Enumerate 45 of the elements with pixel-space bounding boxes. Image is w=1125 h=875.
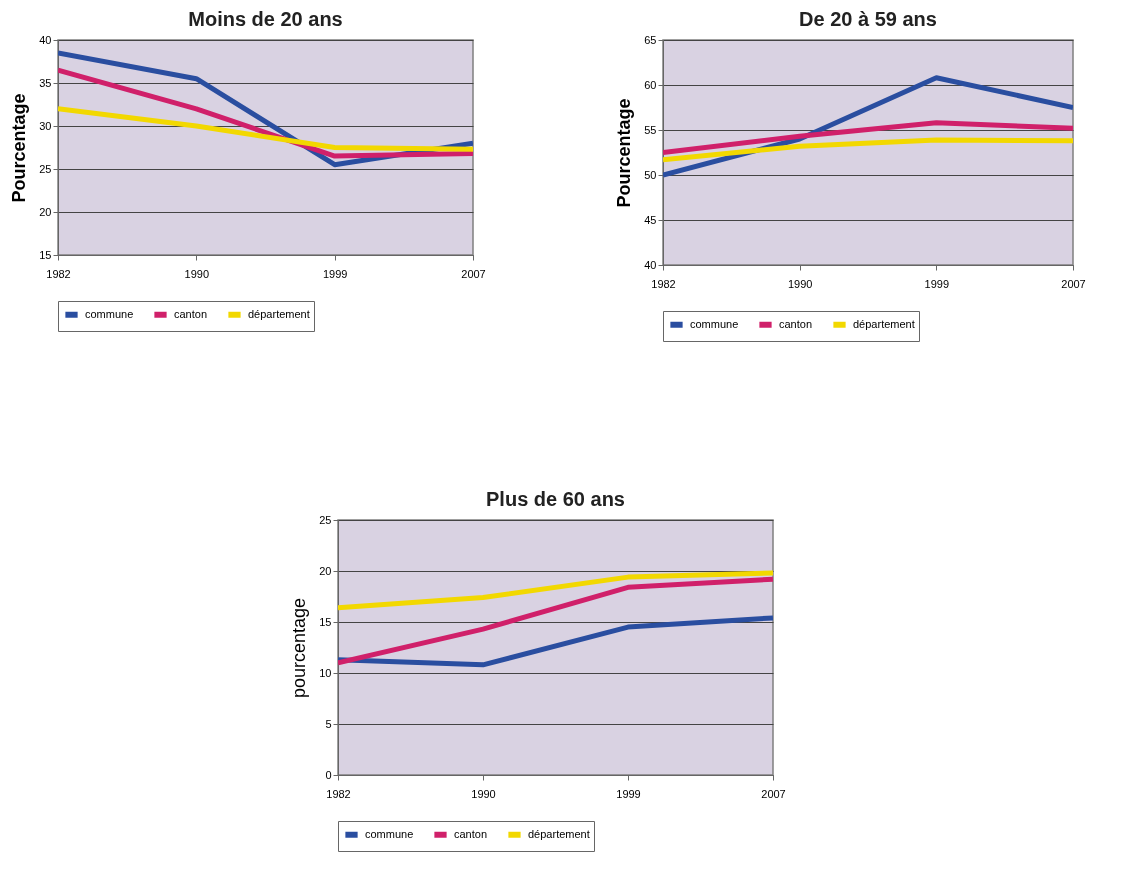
y-tick-label: 15 <box>39 248 52 261</box>
legend-label: département <box>528 827 590 840</box>
legend-label: département <box>853 317 915 330</box>
y-tick-label: 40 <box>644 258 657 271</box>
x-tick-label: 2007 <box>1061 277 1086 290</box>
x-tick-label: 2007 <box>761 787 786 800</box>
y-tick-label: 0 <box>325 768 332 781</box>
chart-title: Plus de 60 ans <box>486 488 625 510</box>
x-tick-label: 2007 <box>461 267 486 280</box>
chart-title: Moins de 20 ans <box>188 8 343 30</box>
y-tick-label: 15 <box>319 615 332 628</box>
y-tick-label: 45 <box>644 213 657 226</box>
x-tick-label: 1999 <box>924 277 950 290</box>
y-tick-label: 5 <box>325 717 332 730</box>
y-tick-label: 40 <box>39 33 52 46</box>
legend-label: commune <box>85 307 134 320</box>
x-tick-label: 1999 <box>616 787 641 800</box>
x-tick-label: 1982 <box>46 267 71 280</box>
y-tick-label: 20 <box>39 205 52 218</box>
y-tick-label: 35 <box>39 76 52 89</box>
y-tick-label: 65 <box>644 33 657 46</box>
x-tick-label: 1990 <box>787 277 813 290</box>
y-tick-label: 20 <box>319 564 332 577</box>
x-tick-label: 1982 <box>651 277 676 290</box>
y-tick-label: 60 <box>644 78 657 91</box>
y-axis-title: pourcentage <box>289 597 310 699</box>
x-tick-label: 1999 <box>322 267 348 280</box>
y-axis-title: Pourcentage <box>9 93 30 203</box>
y-tick-label: 55 <box>644 123 657 136</box>
legend-label: canton <box>779 317 813 330</box>
y-tick-label: 25 <box>39 162 52 175</box>
y-tick-label: 25 <box>319 513 332 526</box>
legend-label: canton <box>174 307 208 320</box>
legend-label: canton <box>454 827 488 840</box>
x-tick-label: 1990 <box>184 267 210 280</box>
y-tick-label: 50 <box>644 168 657 181</box>
y-tick-label: 30 <box>39 119 52 132</box>
legend-label: commune <box>365 827 414 840</box>
y-tick-label: 10 <box>319 666 332 679</box>
legend-label: département <box>248 307 310 320</box>
x-tick-label: 1990 <box>471 787 496 800</box>
x-tick-label: 1982 <box>326 787 351 800</box>
legend-label: commune <box>690 317 739 330</box>
y-axis-title: Pourcentage <box>614 98 635 208</box>
chart-title: De 20 à 59 ans <box>799 8 937 30</box>
